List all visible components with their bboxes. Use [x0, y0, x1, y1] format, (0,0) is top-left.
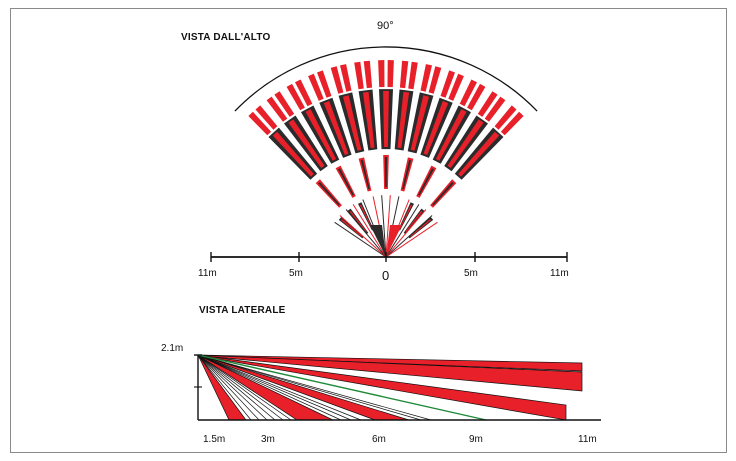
- mid-beam-dark: [318, 182, 340, 206]
- outer-beam-core: [305, 109, 337, 161]
- diagram-frame: VISTA DALL'ALTO 90° 11m 5m 0 5m 11m VIST…: [10, 8, 727, 453]
- outer-beam-red: [317, 70, 332, 98]
- outer-beam-red: [428, 66, 442, 94]
- height-label: 2.1m: [161, 343, 184, 354]
- side-view-beams: [197, 354, 583, 421]
- inner-beam-red: [405, 210, 423, 232]
- outer-beam-red: [387, 60, 394, 88]
- mid-beam-dark: [360, 159, 370, 190]
- coverage-angle-label: 90°: [375, 20, 396, 32]
- outer-beam-red: [467, 83, 486, 111]
- origin-cone: [386, 225, 402, 257]
- outer-beam-red: [448, 73, 464, 101]
- outer-beam-red: [330, 66, 344, 94]
- scale-label-right-far: 11m: [550, 268, 569, 279]
- side-ray: [197, 354, 292, 421]
- outer-beam-red: [378, 60, 385, 88]
- outer-beam-core: [343, 95, 362, 151]
- mid-beam-dark: [432, 182, 454, 206]
- outer-beam-core: [383, 91, 389, 147]
- outer-beam-red: [399, 60, 409, 89]
- coverage-arc-line: [234, 46, 538, 112]
- outer-beam-red: [286, 83, 305, 111]
- outer-beam-red: [363, 60, 373, 89]
- origin-ray: [334, 221, 387, 258]
- scale-label-left-mid: 5m: [289, 268, 303, 279]
- origin-ray: [352, 204, 387, 258]
- outer-beam-core: [323, 101, 349, 155]
- outer-beam-core: [272, 131, 314, 177]
- origin-ray: [385, 204, 420, 258]
- origin-cone: [370, 225, 386, 257]
- outer-beam-core: [435, 109, 467, 161]
- outer-beam-red: [484, 96, 506, 122]
- origin-ray: [339, 215, 387, 258]
- mid-beam-dark: [418, 168, 434, 196]
- origin-ray: [385, 209, 427, 258]
- outer-beam-core: [423, 101, 449, 155]
- distance-label-5: 11m: [578, 434, 597, 445]
- outer-beam-red: [354, 61, 364, 90]
- outer-beam-red: [408, 61, 418, 90]
- distance-label-4: 9m: [469, 434, 483, 445]
- distance-label-3: 6m: [372, 434, 386, 445]
- outer-beam-red: [340, 64, 352, 92]
- side-ray: [197, 354, 352, 421]
- top-view-distance-scale: [210, 252, 568, 262]
- side-ray: [197, 354, 342, 421]
- outer-beam-red: [477, 91, 498, 117]
- scale-label-center: 0: [382, 268, 390, 283]
- outer-beam-core: [410, 95, 429, 151]
- mid-beam-dark: [402, 159, 412, 190]
- outer-beam-red: [295, 79, 313, 107]
- scale-label-right-mid: 5m: [464, 268, 478, 279]
- side-ray: [197, 354, 268, 421]
- outer-beam-red: [308, 73, 324, 101]
- side-ray: [197, 354, 276, 421]
- outer-beam-core: [288, 119, 325, 168]
- distance-label-1: 1.5m: [203, 434, 226, 445]
- detection-pattern-diagram: [194, 46, 601, 421]
- outer-beam-core: [447, 119, 484, 168]
- outer-beam-red: [500, 111, 524, 136]
- outer-beam-red: [494, 105, 517, 130]
- outer-beam-red: [266, 96, 288, 122]
- side-view-title: VISTA LATERALE: [199, 305, 286, 316]
- coverage-arc: [234, 46, 538, 112]
- outer-beam-core: [362, 91, 375, 149]
- outer-beam-red: [420, 64, 432, 92]
- side-ray: [197, 354, 362, 421]
- outer-beam-core: [397, 91, 410, 149]
- origin-ray: [385, 221, 438, 258]
- scale-label-left-far: 11m: [198, 268, 217, 279]
- inner-beam-red: [359, 204, 373, 229]
- outer-beam-core: [458, 131, 500, 177]
- top-view-beams: [248, 60, 524, 258]
- side-view-axes: [194, 354, 601, 421]
- mid-beam-dark: [385, 157, 387, 187]
- origin-ray: [381, 195, 387, 258]
- outer-beam-red: [248, 111, 272, 136]
- origin-ray: [385, 215, 433, 258]
- outer-beam-red: [255, 105, 278, 130]
- inner-beam-red: [341, 219, 362, 237]
- outer-beam-red: [459, 79, 477, 107]
- inner-beam-red: [399, 204, 413, 229]
- side-ray-green: [197, 354, 487, 421]
- side-ray: [197, 354, 260, 421]
- distance-label-2: 3m: [261, 434, 275, 445]
- origin-ray: [385, 195, 391, 258]
- top-view-title: VISTA DALL'ALTO: [181, 32, 271, 43]
- side-ray: [197, 354, 422, 421]
- side-ray: [197, 354, 432, 421]
- mid-beam-dark: [338, 168, 354, 196]
- side-ray: [197, 354, 252, 421]
- inner-beam-red: [349, 210, 367, 232]
- outer-beam-red: [274, 91, 295, 117]
- outer-beam-red: [440, 70, 455, 98]
- side-ray: [197, 354, 284, 421]
- inner-beam-red: [410, 219, 431, 237]
- origin-ray: [345, 209, 387, 258]
